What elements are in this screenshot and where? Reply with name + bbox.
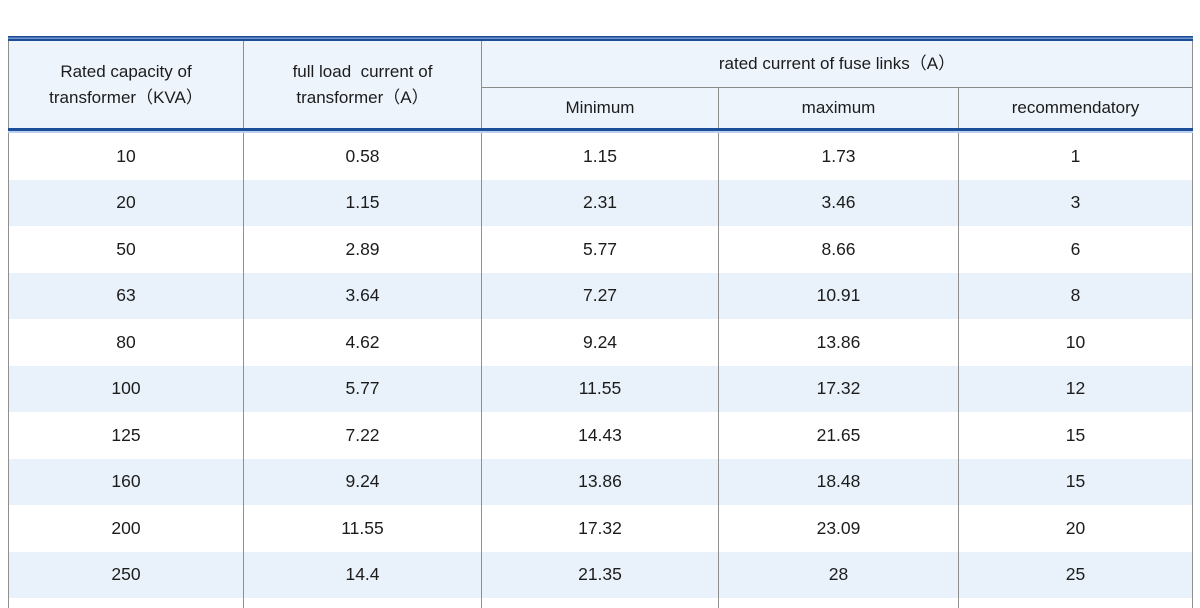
table-body: 10 0.58 1.15 1.73 1 20 1.15 2.31 3.46 3 50 2.89 5.77… <box>8 133 1193 598</box>
header-minimum: Minimum <box>482 88 719 128</box>
header-maximum: maximum <box>719 88 959 128</box>
table-cell: 1.15 <box>244 179 482 226</box>
table-cell: 21.65 <box>719 412 959 459</box>
table-cell-empty <box>719 598 959 608</box>
table-cell: 9.24 <box>244 458 482 505</box>
table-cell: 6 <box>1070 238 1081 259</box>
table-row: 63 3.64 7.27 10.91 8 <box>8 272 1193 319</box>
table-cell: 21.35 <box>482 551 719 598</box>
table-cell: 1.15 <box>482 133 719 180</box>
table-cell: 1 <box>1070 145 1081 166</box>
fuse-links-table: Rated capacity of transformer（KVA） full … <box>8 36 1193 608</box>
table-cell: 11.55 <box>244 505 482 552</box>
table-cell: 3.64 <box>244 272 482 319</box>
table-cell: 3.46 <box>719 179 959 226</box>
table-cell: 200 <box>9 505 244 552</box>
table-cell: 160 <box>9 458 244 505</box>
table-cell: 9.24 <box>482 319 719 366</box>
table-cell-empty <box>959 598 1192 608</box>
table-row: 100 5.77 11.55 17.32 12 <box>8 365 1193 412</box>
table-cell: 0.58 <box>244 133 482 180</box>
table-cell: 1.73 <box>719 133 959 180</box>
table-row: 20 1.15 2.31 3.46 3 <box>8 179 1193 226</box>
table-cell: 18.48 <box>719 458 959 505</box>
table-cell: 15 <box>1065 424 1086 445</box>
table-cell: 5.77 <box>244 365 482 412</box>
table-top-rule <box>8 36 1193 41</box>
header-fuse-links-group: rated current of fuse links（A） <box>482 41 1192 88</box>
table-cell: 80 <box>9 319 244 366</box>
table-cell: 2.31 <box>482 179 719 226</box>
header-rated-capacity: Rated capacity of transformer（KVA） <box>9 41 244 128</box>
table-row: 250 14.4 21.35 28 25 <box>8 551 1193 598</box>
table-header: Rated capacity of transformer（KVA） full … <box>8 41 1193 128</box>
table-cell: 100 <box>9 365 244 412</box>
table-cell: 20 <box>9 179 244 226</box>
table-cell-empty <box>482 598 719 608</box>
table-cell: 125 <box>9 412 244 459</box>
table-cell: 8.66 <box>719 226 959 273</box>
table-cell: 15 <box>1065 471 1086 492</box>
table-cell: 14.4 <box>244 551 482 598</box>
table-cell-empty <box>244 598 482 608</box>
table-row: 200 11.55 17.32 23.09 20 <box>8 505 1193 552</box>
table-cell: 12 <box>1065 378 1086 399</box>
table-row: 125 7.22 14.43 21.65 15 <box>8 412 1193 459</box>
header-bottom-rule <box>8 128 1193 133</box>
table-cell: 11.55 <box>482 365 719 412</box>
table-cell: 63 <box>9 272 244 319</box>
table-cell: 25 <box>1065 564 1086 585</box>
table-row: 50 2.89 5.77 8.66 6 <box>8 226 1193 273</box>
table-row-partial <box>8 598 1193 608</box>
table-cell: 3 <box>1070 192 1081 213</box>
table-cell: 7.22 <box>244 412 482 459</box>
table-cell: 13.86 <box>719 319 959 366</box>
table-cell: 10 <box>9 133 244 180</box>
table-cell: 10 <box>1065 331 1086 352</box>
table-cell: 17.32 <box>482 505 719 552</box>
table-cell: 13.86 <box>482 458 719 505</box>
header-recommendatory: recommendatory <box>1011 98 1140 118</box>
table-cell: 250 <box>9 551 244 598</box>
table-cell: 17.32 <box>719 365 959 412</box>
table-row: 160 9.24 13.86 18.48 15 <box>8 458 1193 505</box>
header-full-load-current: full load current of transformer（A） <box>244 41 482 128</box>
table-cell: 10.91 <box>719 272 959 319</box>
table-cell: 7.27 <box>482 272 719 319</box>
table-cell: 2.89 <box>244 226 482 273</box>
table-cell: 20 <box>1065 517 1086 538</box>
table-cell: 28 <box>719 551 959 598</box>
table-cell: 8 <box>1070 285 1081 306</box>
table-cell: 14.43 <box>482 412 719 459</box>
table-row: 10 0.58 1.15 1.73 1 <box>8 133 1193 180</box>
table-cell-empty <box>9 598 244 608</box>
table-row: 80 4.62 9.24 13.86 10 <box>8 319 1193 366</box>
table-cell: 23.09 <box>719 505 959 552</box>
table-cell: 4.62 <box>244 319 482 366</box>
table-cell: 5.77 <box>482 226 719 273</box>
table-cell: 50 <box>9 226 244 273</box>
